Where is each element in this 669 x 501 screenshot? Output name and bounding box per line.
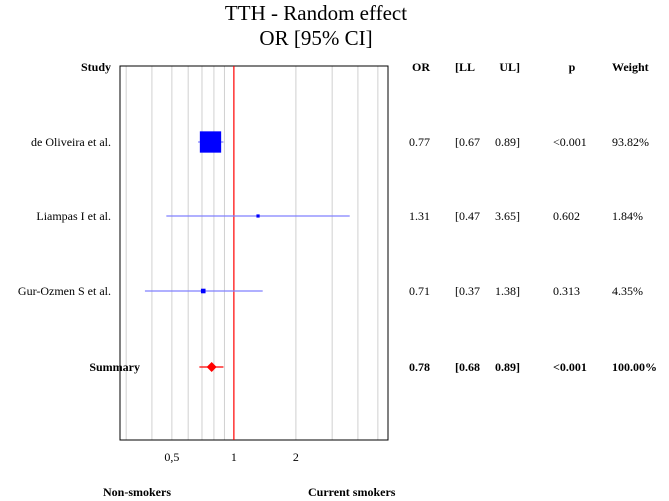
lower-limit-value: [0.67	[455, 135, 480, 149]
upper-limit-value: 0.89]	[495, 135, 520, 149]
upper-limit-value: 3.65]	[495, 209, 520, 223]
header-ul: UL]	[499, 60, 520, 74]
study-rows: de Oliveira et al. 0.77 [0.67 0.89] <0.001 93…	[18, 131, 657, 374]
header-p: p	[569, 60, 576, 74]
study-name: Gur-Ozmen S et al.	[18, 284, 111, 298]
right-footer-label: Current smokers	[308, 485, 396, 499]
p-value: 0.313	[553, 284, 580, 298]
chart-title: TTH - Random effect	[225, 1, 407, 25]
x-tick-label: 0,5	[164, 450, 179, 464]
study-marker	[199, 131, 222, 153]
summary-weight-value: 100.00%	[612, 360, 657, 374]
or-value: 1.31	[409, 209, 430, 223]
summary-or-value: 0.78	[409, 360, 430, 374]
weight-value: 1.84%	[612, 209, 643, 223]
plot-frame	[119, 65, 389, 441]
header-or: OR	[412, 60, 430, 74]
study-name: de Oliveira et al.	[31, 135, 111, 149]
or-value: 0.77	[409, 135, 430, 149]
summary-diamond	[206, 362, 217, 372]
study-name: Liampas I et al.	[36, 209, 111, 223]
header-ll: [LL	[455, 60, 475, 74]
lower-limit-value: [0.47	[455, 209, 480, 223]
upper-limit-value: 1.38]	[495, 284, 520, 298]
chart-subtitle: OR [95% CI]	[259, 26, 372, 50]
weight-value: 93.82%	[612, 135, 649, 149]
x-axis-ticks: 0,5 1 2	[164, 450, 299, 464]
x-tick-label: 2	[293, 450, 299, 464]
header-weight: Weight	[612, 60, 649, 74]
p-value: <0.001	[553, 135, 587, 149]
summary-lower-limit-value: [0.68	[455, 360, 480, 374]
study-marker	[256, 214, 260, 218]
summary-label: Summary	[89, 360, 140, 374]
x-tick-label: 1	[231, 450, 237, 464]
or-value: 0.71	[409, 284, 430, 298]
p-value: 0.602	[553, 209, 580, 223]
left-footer-label: Non-smokers	[103, 485, 171, 499]
summary-upper-limit-value: 0.89]	[495, 360, 520, 374]
grid-lines	[125, 66, 379, 440]
summary-p-value: <0.001	[553, 360, 587, 374]
weight-value: 4.35%	[612, 284, 643, 298]
study-marker	[200, 288, 206, 294]
lower-limit-value: [0.37	[455, 284, 480, 298]
header-study: Study	[81, 60, 111, 74]
